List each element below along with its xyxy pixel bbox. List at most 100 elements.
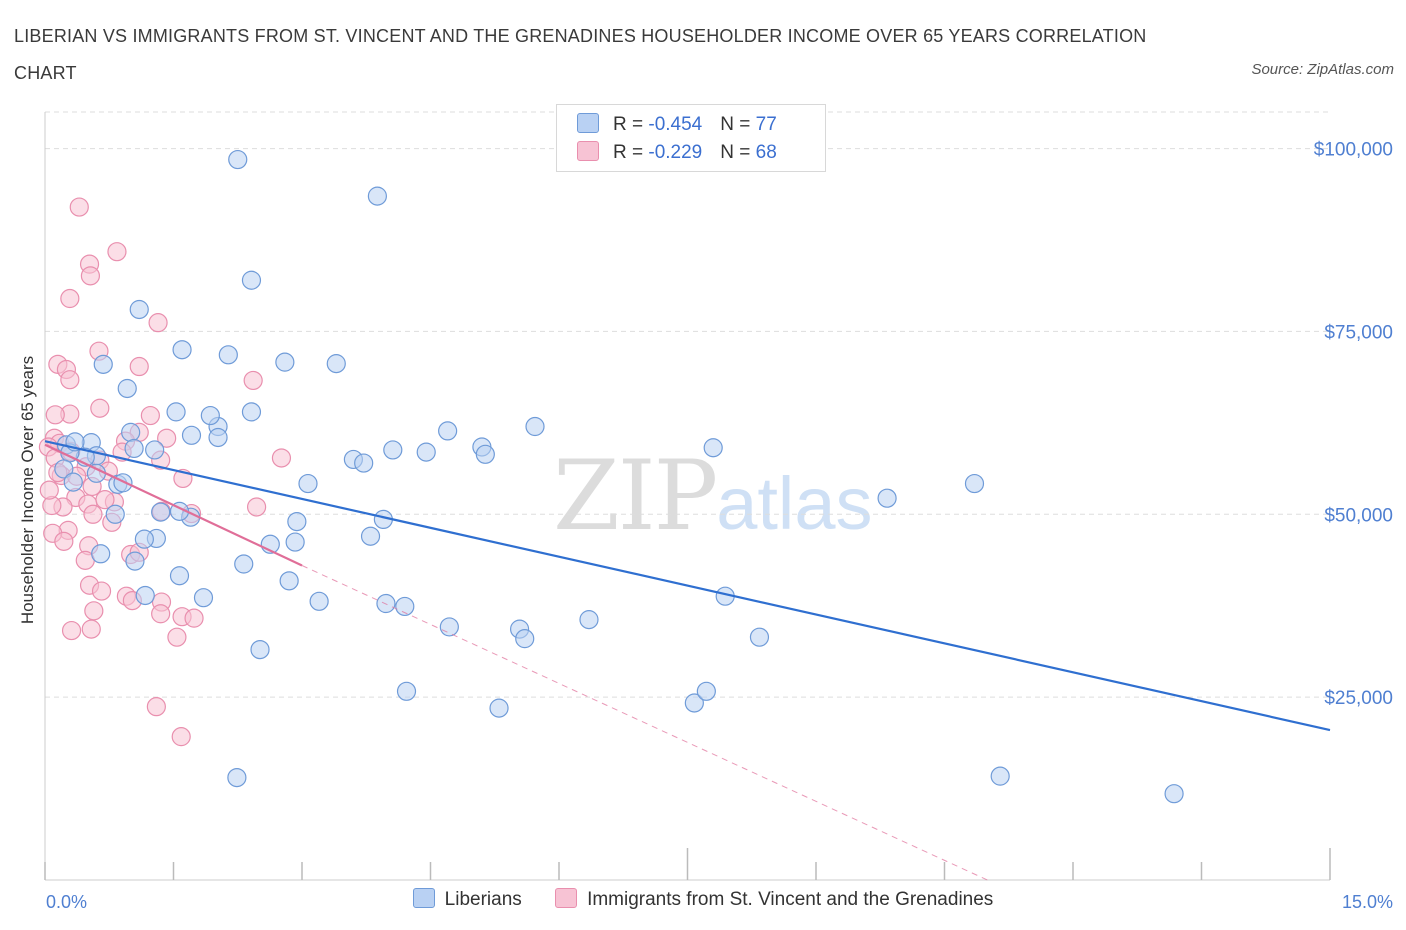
r-value-liberians: -0.454 [648,114,703,135]
correlation-legend: R = -0.454 N = 77 R = -0.229 N = 68 [556,104,826,172]
legend-item-immigrants[interactable]: Immigrants from St. Vincent and the Gren… [555,888,993,911]
point-immigrants [54,531,74,551]
point-immigrants [61,620,82,641]
point-liberians [241,270,262,290]
point-liberians [193,588,214,608]
watermark: ZIPatlas [553,440,873,552]
point-liberians [489,698,509,718]
point-liberians [181,425,202,445]
point-immigrants [69,197,89,217]
point-liberians [145,440,165,460]
point-liberians [227,767,247,788]
immigrants-swatch [577,141,599,161]
point-immigrants [84,601,104,621]
point-liberians [166,402,186,422]
point-immigrants [246,497,267,517]
point-immigrants [95,490,115,510]
point-immigrants [83,504,103,524]
point-liberians [54,459,74,479]
point-liberians [93,354,113,374]
point-immigrants [140,405,160,426]
point-liberians [228,149,248,170]
trend-lines [44,440,1331,881]
point-liberians [383,440,403,460]
point-immigrants [90,398,110,418]
liberians-swatch [412,888,435,908]
tick-labels: $25,000 $50,000 $75,000 $100,000 0.0% 15.0% [46,140,1393,912]
point-immigrants [107,242,127,262]
point-liberians [298,473,318,494]
point-liberians [124,438,144,459]
point-liberians [113,473,133,493]
source-credit: Source: ZipAtlas.com [1251,61,1394,78]
point-liberians [525,416,545,437]
chart-title: LIBERIAN VS IMMIGRANTS FROM ST. VINCENT … [14,26,1147,83]
point-liberians [218,345,238,365]
point-liberians [579,610,599,630]
point-liberians [285,532,305,552]
points-liberians [54,149,1184,804]
point-liberians [395,596,415,617]
point-liberians [275,352,295,372]
legend-label-liberians: Liberians [444,889,522,910]
x-tick-label-min: 0.0% [46,892,87,912]
point-immigrants [60,370,80,390]
point-liberians [1164,784,1184,804]
point-immigrants [60,288,80,309]
point-liberians [515,629,535,649]
point-liberians [234,554,254,574]
point-liberians [287,511,307,532]
point-liberians [121,422,141,442]
point-immigrants [271,448,292,468]
point-immigrants [184,608,204,628]
point-liberians [703,438,723,458]
y-tick-label: $75,000 [1324,322,1393,343]
point-immigrants [45,405,65,425]
r-value-immigrants: -0.229 [648,142,703,163]
point-liberians [250,639,270,660]
y-tick-label: $50,000 [1324,505,1393,526]
watermark-atlas: atlas [716,462,873,545]
n-value-liberians: 77 [755,114,777,135]
point-liberians [326,354,346,374]
point-immigrants [167,627,187,647]
y-tick-label: $25,000 [1324,688,1393,709]
point-liberians [396,681,417,701]
legend-item-liberians[interactable]: Liberians [412,888,522,911]
trend-line-immigrants-extrapolated [301,565,988,881]
gridlines [45,111,1330,698]
point-immigrants [80,266,101,286]
legend-row-liberians: R = -0.454 N = 77 [577,113,777,137]
point-liberians [696,681,716,701]
immigrants-swatch [555,888,578,908]
legend-label-immigrants: Immigrants from St. Vincent and the Gren… [587,889,994,910]
point-liberians [309,591,329,611]
point-liberians [749,627,770,647]
point-immigrants [151,604,171,624]
point-liberians [200,405,220,426]
n-value-immigrants: 68 [755,142,777,163]
point-liberians [151,502,171,522]
point-liberians [964,473,985,494]
point-liberians [439,617,459,637]
point-liberians [279,571,299,591]
point-liberians [990,766,1010,786]
axes [44,112,1331,881]
series-legend: Liberians Immigrants from St. Vincent an… [0,888,1406,911]
point-liberians [117,378,137,399]
legend-row-immigrants: R = -0.229 N = 68 [577,141,777,165]
point-liberians [125,551,145,571]
trend-line-immigrants [44,443,303,567]
point-liberians [877,488,897,508]
point-liberians [105,504,125,524]
point-liberians [208,427,228,448]
point-liberians [684,693,704,713]
point-immigrants [157,428,177,448]
point-immigrants [146,697,166,717]
point-immigrants [129,356,149,377]
point-liberians [241,402,262,422]
point-immigrants [171,727,191,747]
point-immigrants [81,619,101,639]
point-liberians [63,472,83,492]
point-liberians [354,453,374,473]
